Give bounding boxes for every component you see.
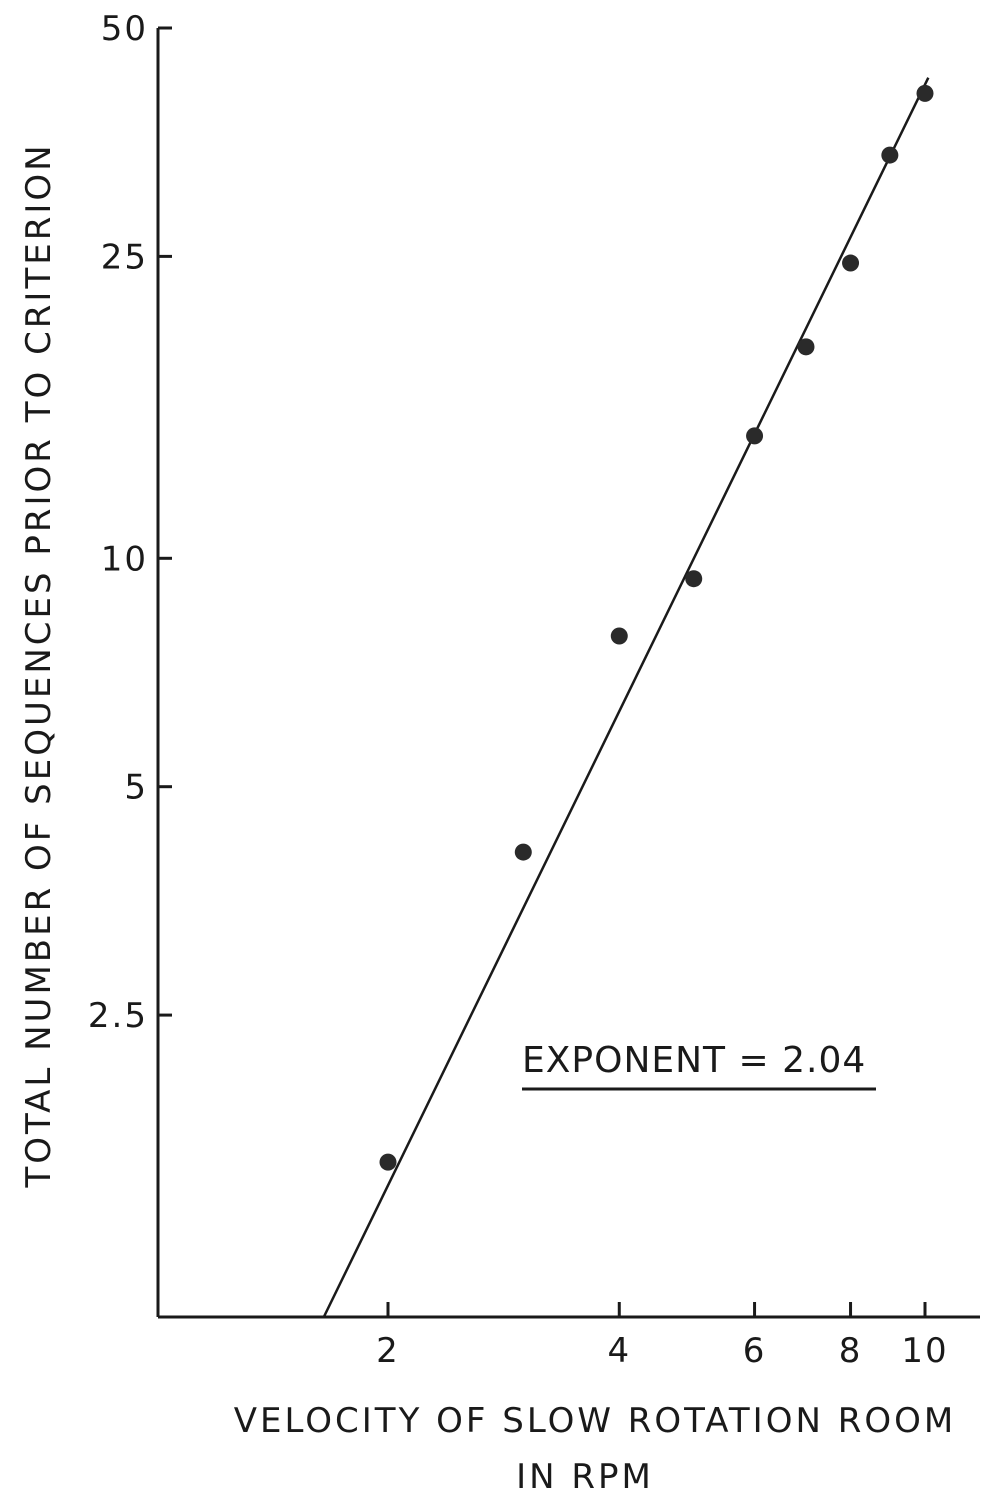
data-point (797, 338, 815, 356)
y-tick-label: 10 (101, 539, 148, 579)
fit-line (322, 77, 930, 1318)
annotation-text: EXPONENT = 2.04 (522, 1040, 866, 1081)
data-point (842, 254, 860, 272)
x-ticks: 2 4 6 8 10 (376, 1302, 948, 1371)
y-ticks: 2.5 5 10 25 50 (88, 9, 172, 1036)
x-tick-label: 10 (901, 1331, 948, 1371)
data-point (514, 843, 532, 861)
data-point (916, 84, 934, 102)
x-tick-label: 4 (607, 1331, 631, 1371)
x-axis-label-line1: VELOCITY OF SLOW ROTATION ROOM (234, 1401, 956, 1441)
data-point (685, 570, 703, 588)
data-point (881, 146, 899, 164)
x-tick-label: 8 (839, 1331, 863, 1371)
data-points (379, 84, 934, 1171)
y-axis-label: TOTAL NUMBER OF SEQUENCES PRIOR TO CRITE… (19, 142, 59, 1188)
x-tick-label: 6 (743, 1331, 767, 1371)
y-tick-label: 50 (101, 9, 148, 49)
data-point (746, 427, 764, 445)
y-tick-label: 2.5 (88, 996, 148, 1036)
data-point (610, 627, 628, 645)
y-tick-label: 5 (124, 768, 148, 808)
x-axis-label-line2: IN RPM (516, 1457, 654, 1497)
data-point (379, 1153, 397, 1171)
x-tick-label: 2 (376, 1331, 400, 1371)
y-tick-label: 25 (101, 237, 148, 277)
